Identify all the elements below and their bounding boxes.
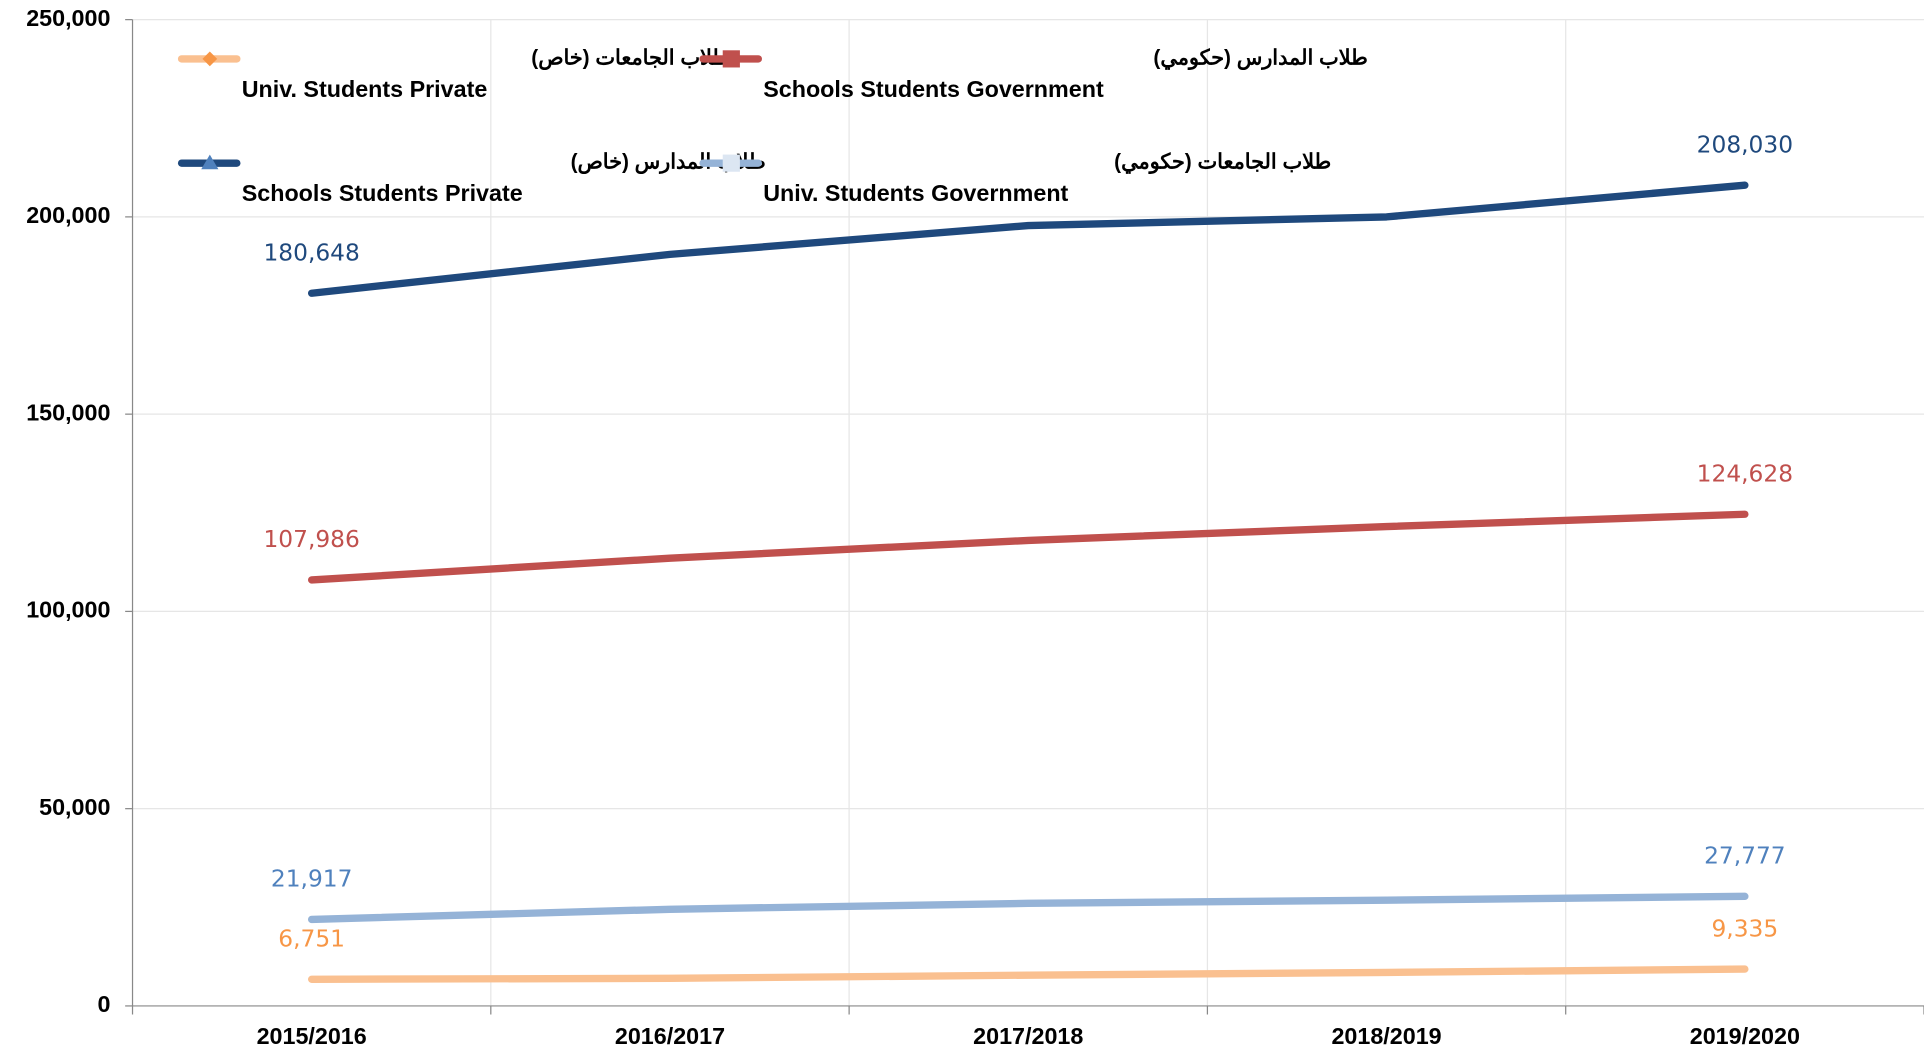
- y-tick-label: 50,000: [39, 794, 110, 820]
- legend-marker: [722, 50, 740, 68]
- series-line: [307, 965, 1749, 983]
- x-tick-label: 2017/2018: [973, 1023, 1083, 1049]
- x-tick-label: 2019/2020: [1690, 1023, 1800, 1049]
- legend-label: Univ. Students Private: [242, 76, 488, 102]
- legend-marker: [202, 51, 218, 67]
- y-tick-label: 250,000: [26, 5, 110, 31]
- x-tick-label: 2015/2016: [257, 1023, 367, 1049]
- y-tick-label: 0: [97, 991, 110, 1017]
- legend-marker: [722, 154, 740, 172]
- data-label: 107,986: [263, 526, 359, 553]
- x-tick-label: 2016/2017: [615, 1023, 725, 1049]
- legend-label: Schools Students Private: [242, 180, 523, 206]
- legend-marker: [201, 154, 219, 170]
- legend-label-ar: طلاب المدارس (حكومي): [1153, 46, 1367, 70]
- data-label: 180,648: [263, 239, 359, 266]
- data-label: 27,777: [1704, 843, 1786, 870]
- legend-label-ar: طلاب الجامعات (حكومي): [1114, 151, 1331, 175]
- x-tick-label: 2018/2019: [1331, 1023, 1441, 1049]
- series-line: [307, 181, 1749, 297]
- y-tick-label: 200,000: [26, 202, 110, 228]
- legend-label-ar: طلاب المدارس (خاص): [571, 151, 766, 175]
- data-label: 6,751: [278, 926, 345, 953]
- legend-label: Schools Students Government: [763, 76, 1104, 102]
- series-line: [307, 510, 1749, 584]
- legend-label-ar: طلاب الجامعات (خاص): [531, 46, 729, 70]
- data-label: 9,335: [1711, 915, 1778, 942]
- y-tick-label: 150,000: [26, 399, 110, 425]
- series-line: [307, 892, 1749, 924]
- y-tick-label: 100,000: [26, 597, 110, 623]
- data-label: 124,628: [1697, 460, 1793, 487]
- data-label: 208,030: [1697, 131, 1793, 158]
- legend-label: Univ. Students Government: [763, 180, 1068, 206]
- data-label: 21,917: [271, 866, 353, 893]
